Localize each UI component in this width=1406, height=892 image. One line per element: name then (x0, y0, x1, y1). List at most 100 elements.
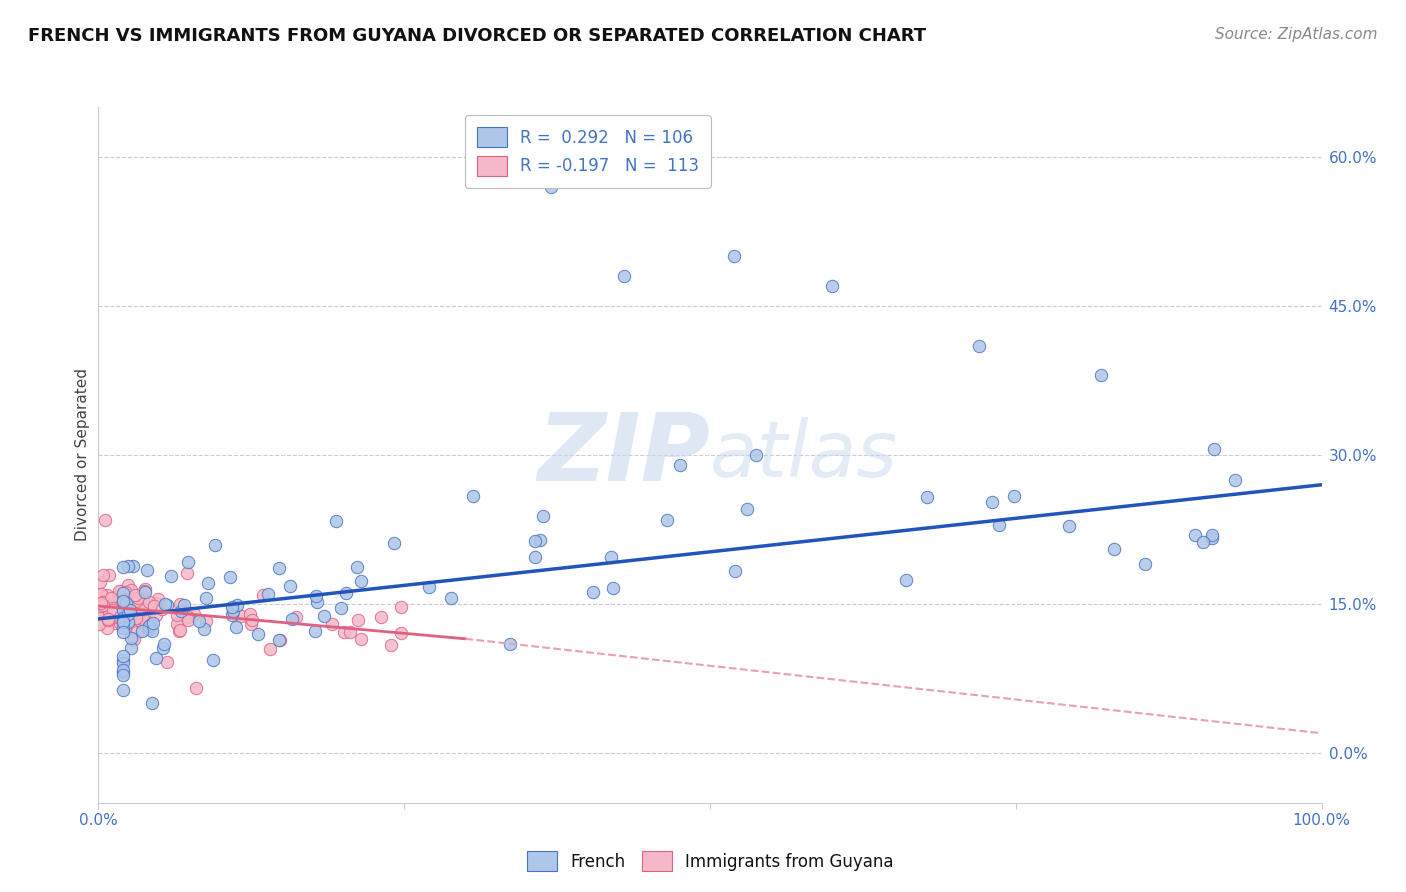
Point (124, 601, 146, 615)
Point (132, 591, 155, 606)
Point (582, 585, 605, 599)
Point (112, 656, 135, 670)
Point (304, 624, 326, 639)
Point (91, 602, 114, 616)
Point (1057, 518, 1080, 533)
Point (120, 631, 142, 645)
Point (117, 578, 139, 592)
Point (169, 623, 191, 637)
Point (307, 594, 329, 608)
Point (988, 518, 1011, 533)
Point (111, 683, 134, 698)
Y-axis label: Divorced or Separated: Divorced or Separated (75, 368, 90, 541)
Point (103, 591, 125, 606)
Point (370, 609, 392, 624)
Point (104, 590, 127, 604)
Point (894, 574, 917, 588)
Point (177, 610, 200, 624)
Point (152, 637, 174, 651)
Point (101, 602, 124, 616)
Point (125, 610, 148, 624)
Point (120, 583, 142, 598)
Point (111, 593, 134, 607)
Point (132, 584, 155, 599)
Point (143, 600, 166, 615)
Point (89, 607, 111, 622)
Legend: French, Immigrants from Guyana: French, Immigrants from Guyana (520, 845, 900, 878)
Point (120, 591, 142, 605)
Point (655, 513, 678, 527)
Point (110, 615, 132, 630)
Point (101, 599, 124, 614)
Point (100, 591, 122, 605)
Point (389, 626, 412, 640)
Point (1192, 535, 1215, 549)
Point (197, 575, 219, 590)
Point (1184, 527, 1206, 541)
Point (129, 606, 152, 620)
Point (117, 607, 139, 622)
Point (330, 600, 353, 615)
Point (122, 632, 145, 646)
Point (347, 613, 370, 627)
Point (97, 591, 120, 605)
Point (111, 586, 134, 600)
Point (278, 579, 301, 593)
Point (177, 555, 200, 569)
Point (90, 590, 112, 604)
Point (169, 597, 191, 611)
Point (981, 494, 1004, 508)
Point (114, 602, 136, 616)
Point (127, 624, 149, 639)
Point (138, 595, 160, 609)
Point (531, 508, 554, 523)
Point (139, 616, 162, 631)
Point (321, 617, 343, 632)
Text: atlas: atlas (710, 417, 898, 493)
Point (346, 560, 368, 574)
Point (145, 608, 167, 623)
Point (523, 533, 546, 548)
Point (115, 596, 138, 610)
Point (195, 591, 218, 605)
Point (111, 665, 134, 679)
Point (259, 641, 281, 656)
Point (540, 179, 562, 194)
Text: ZIP: ZIP (537, 409, 710, 501)
Point (380, 638, 402, 652)
Point (125, 594, 148, 608)
Point (177, 613, 200, 627)
Point (111, 611, 134, 625)
Point (280, 611, 302, 625)
Point (219, 570, 242, 584)
Point (1133, 557, 1156, 571)
Point (335, 586, 357, 600)
Point (499, 637, 522, 651)
Point (176, 566, 198, 580)
Point (202, 652, 225, 666)
Point (166, 617, 188, 632)
Point (105, 610, 128, 624)
Point (97, 614, 120, 628)
Point (96, 621, 118, 635)
Point (166, 607, 188, 622)
Point (600, 549, 623, 564)
Point (1002, 489, 1025, 503)
Point (111, 664, 134, 678)
Point (142, 616, 165, 631)
Point (111, 625, 134, 640)
Point (187, 614, 209, 628)
Point (723, 249, 745, 263)
Point (350, 632, 373, 647)
Point (723, 564, 745, 578)
Point (1201, 527, 1223, 541)
Point (111, 602, 134, 616)
Point (97, 612, 120, 626)
Point (138, 601, 160, 615)
Point (89, 599, 111, 613)
Point (131, 624, 153, 638)
Point (101, 600, 124, 615)
Point (269, 633, 291, 648)
Point (104, 615, 127, 630)
Point (382, 536, 405, 550)
